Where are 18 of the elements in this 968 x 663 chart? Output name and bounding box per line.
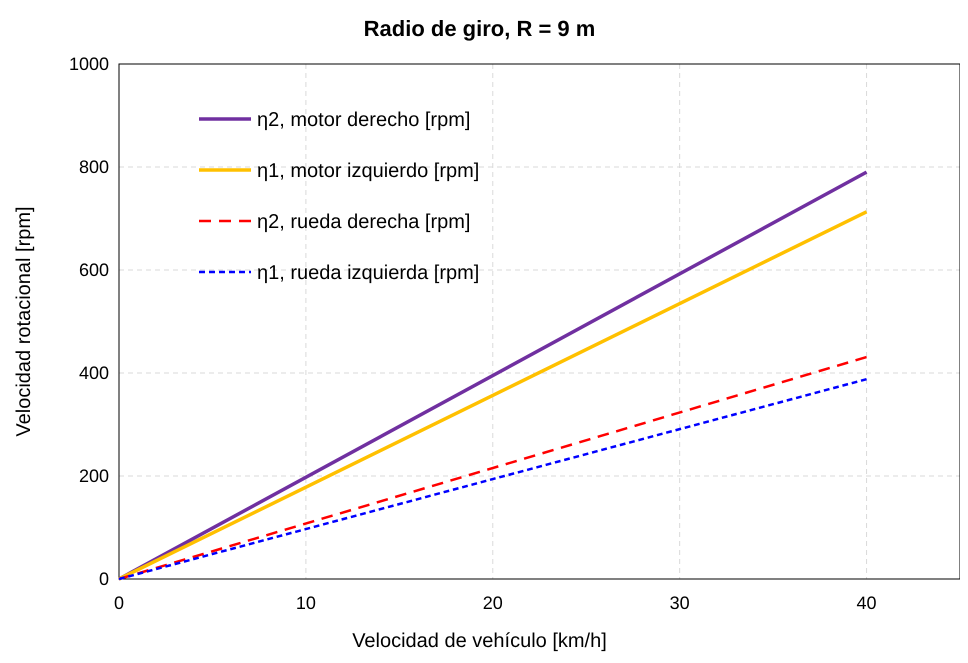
y-tick-label: 0 (98, 569, 109, 589)
y-tick-label: 1000 (68, 54, 109, 74)
legend-label: η1, rueda izquierda [rpm] (257, 262, 480, 284)
x-tick-label: 30 (670, 593, 690, 613)
y-axis-title: Velocidad rotacional [rpm] (13, 206, 35, 437)
x-tick-label: 40 (856, 593, 877, 613)
y-tick-label: 200 (78, 466, 109, 486)
y-tick-label: 400 (78, 363, 109, 383)
legend-label: η2, motor derecho [rpm] (257, 109, 470, 131)
x-axis-title: Velocidad de vehículo [km/h] (352, 630, 607, 652)
legend-label: η1, motor izquierdo [rpm] (257, 160, 480, 182)
chart-title: Radio de giro, R = 9 m (364, 16, 596, 41)
x-tick-label: 10 (296, 593, 316, 613)
legend-label: η2, rueda derecha [rpm] (257, 211, 470, 233)
y-tick-label: 600 (78, 260, 109, 280)
y-tick-label: 800 (78, 157, 109, 177)
x-tick-label: 20 (482, 593, 503, 613)
x-tick-label: 0 (114, 593, 124, 613)
